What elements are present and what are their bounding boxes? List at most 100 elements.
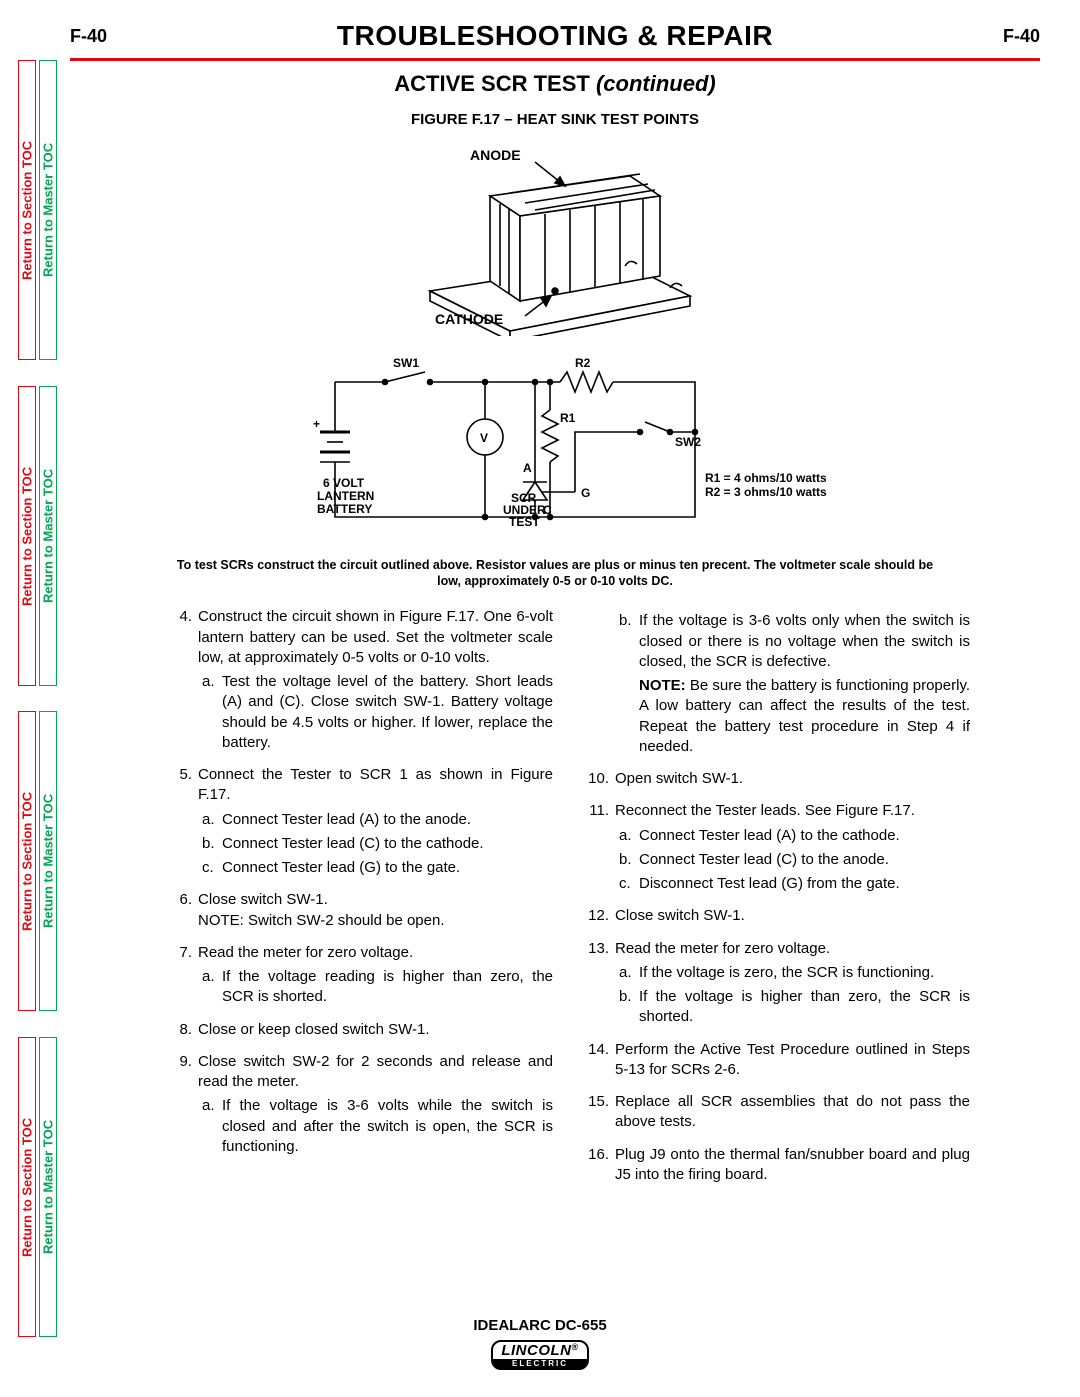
substep-letter: c. (198, 858, 222, 878)
substep-body: If the voltage is 3-6 volts while the sw… (222, 1096, 553, 1157)
step-number: 10. (587, 769, 615, 789)
page-footer: IDEALARC DC-655 LINCOLN® ELECTRIC (0, 1317, 1080, 1371)
right-column: b.If the voltage is 3-6 volts only when … (587, 607, 970, 1197)
step-number: 14. (587, 1040, 615, 1081)
brand-bottom: ELECTRIC (493, 1359, 586, 1369)
step-number: 13. (587, 939, 615, 1028)
page-number-left: F-40 (70, 26, 107, 47)
heatsink-diagram: ANODE CATHODE (70, 136, 1040, 336)
step-body: Replace all SCR assemblies that do not p… (615, 1092, 970, 1133)
procedure-step: 12.Close switch SW-1. (587, 906, 970, 926)
step-number: 8. (170, 1020, 198, 1040)
svg-text:A: A (523, 461, 532, 475)
lincoln-electric-logo: LINCOLN® ELECTRIC (491, 1340, 588, 1370)
step-body: Open switch SW-1. (615, 769, 970, 789)
page-content: F-40 TROUBLESHOOTING & REPAIR F-40 ACTIV… (0, 0, 1080, 1397)
step-body: Connect the Tester to SCR 1 as shown in … (198, 765, 553, 878)
procedure-substep: b.If the voltage is 3-6 volts only when … (615, 611, 970, 672)
step-number: 7. (170, 943, 198, 1008)
procedure-step: 8.Close or keep closed switch SW-1. (170, 1020, 553, 1040)
svg-text:G: G (581, 486, 590, 500)
procedure-substep: b.Connect Tester lead (C) to the cathode… (198, 834, 553, 854)
procedure-substep: a.Connect Tester lead (A) to the cathode… (615, 826, 970, 846)
substep-body: Connect Tester lead (C) to the cathode. (222, 834, 553, 854)
substep-letter: b. (615, 850, 639, 870)
substep-letter: c. (615, 874, 639, 894)
substep-letter: a. (198, 967, 222, 1008)
title-divider (70, 58, 1040, 61)
step-body: Close switch SW-1.NOTE: Switch SW-2 shou… (198, 890, 553, 931)
step-body: Close switch SW-1. (615, 906, 970, 926)
procedure-step: 16.Plug J9 onto the thermal fan/snubber … (587, 1145, 970, 1186)
substep-body: Connect Tester lead (A) to the cathode. (639, 826, 970, 846)
procedure-step: 6.Close switch SW-1.NOTE: Switch SW-2 sh… (170, 890, 553, 931)
step-body: Close or keep closed switch SW-1. (198, 1020, 553, 1040)
svg-text:SCRUNDERTEST: SCRUNDERTEST (503, 491, 546, 529)
svg-text:R1 = 4 ohms/10 watts: R1 = 4 ohms/10 watts (705, 471, 827, 485)
substep-letter: b. (615, 987, 639, 1028)
anode-label: ANODE (470, 147, 521, 163)
instruction-columns: 4.Construct the circuit shown in Figure … (70, 607, 1040, 1197)
procedure-step: 15.Replace all SCR assemblies that do no… (587, 1092, 970, 1133)
left-column: 4.Construct the circuit shown in Figure … (170, 607, 553, 1197)
step-body: Read the meter for zero voltage.a.If the… (198, 943, 553, 1008)
step-number: 6. (170, 890, 198, 931)
header-row: F-40 TROUBLESHOOTING & REPAIR F-40 (70, 20, 1040, 52)
svg-text:V: V (480, 431, 488, 445)
svg-text:SW2: SW2 (675, 435, 701, 449)
note-text: NOTE: Be sure the battery is functioning… (639, 676, 970, 757)
step-body: Close switch SW-2 for 2 seconds and rele… (198, 1052, 553, 1157)
procedure-step: 5.Connect the Tester to SCR 1 as shown i… (170, 765, 553, 878)
substep-body: If the voltage reading is higher than ze… (222, 967, 553, 1008)
procedure-step: 9.Close switch SW-2 for 2 seconds and re… (170, 1052, 553, 1157)
svg-text:R1: R1 (560, 411, 576, 425)
procedure-step: 11.Reconnect the Tester leads. See Figur… (587, 801, 970, 894)
procedure-substep: b.Connect Tester lead (C) to the anode. (615, 850, 970, 870)
svg-text:R2 = 3 ohms/10 watts: R2 = 3 ohms/10 watts (705, 485, 827, 499)
substep-body: If the voltage is higher than zero, the … (639, 987, 970, 1028)
procedure-step: 13.Read the meter for zero voltage.a.If … (587, 939, 970, 1028)
procedure-substep: a.Connect Tester lead (A) to the anode. (198, 810, 553, 830)
procedure-substep: c.Disconnect Test lead (G) from the gate… (615, 874, 970, 894)
step-number: 5. (170, 765, 198, 878)
step-body: Reconnect the Tester leads. See Figure F… (615, 801, 970, 894)
step-body: b.If the voltage is 3-6 volts only when … (615, 607, 970, 757)
page-subtitle: ACTIVE SCR TEST (continued) (70, 71, 1040, 97)
substep-body: Connect Tester lead (C) to the anode. (639, 850, 970, 870)
substep-body: Disconnect Test lead (G) from the gate. (639, 874, 970, 894)
brand-top: LINCOLN (501, 1342, 571, 1359)
procedure-step: 10.Open switch SW-1. (587, 769, 970, 789)
procedure-substep: a.If the voltage reading is higher than … (198, 967, 553, 1008)
step-body: Construct the circuit shown in Figure F.… (198, 607, 553, 753)
section-title: TROUBLESHOOTING & REPAIR (337, 20, 773, 52)
procedure-substep: a.If the voltage is zero, the SCR is fun… (615, 963, 970, 983)
step-body: Perform the Active Test Procedure outlin… (615, 1040, 970, 1081)
substep-letter: a. (198, 672, 222, 753)
step-number: 4. (170, 607, 198, 753)
substep-body: Connect Tester lead (A) to the anode. (222, 810, 553, 830)
cathode-label: CATHODE (435, 311, 503, 327)
substep-body: Connect Tester lead (G) to the gate. (222, 858, 553, 878)
svg-text:+: + (313, 417, 320, 431)
substep-letter: a. (615, 963, 639, 983)
substep-letter: a. (615, 826, 639, 846)
substep-letter: b. (198, 834, 222, 854)
svg-text:SW1: SW1 (393, 356, 419, 370)
step-number: 16. (587, 1145, 615, 1186)
procedure-step: 7.Read the meter for zero voltage.a.If t… (170, 943, 553, 1008)
subtitle-continued: (continued) (596, 71, 716, 96)
svg-text:R2: R2 (575, 356, 591, 370)
procedure-step: 4.Construct the circuit shown in Figure … (170, 607, 553, 753)
substep-body: Test the voltage level of the battery. S… (222, 672, 553, 753)
step-number: 9. (170, 1052, 198, 1157)
procedure-substep: c.Connect Tester lead (G) to the gate. (198, 858, 553, 878)
svg-text:6 VOLTLANTERNBATTERY: 6 VOLTLANTERNBATTERY (317, 476, 374, 516)
procedure-substep: a.Test the voltage level of the battery.… (198, 672, 553, 753)
circuit-diagram: SW1 R2 R1 V A G C + SW2 6 VOLTLANTERNBAT… (70, 342, 1040, 552)
step-number: 12. (587, 906, 615, 926)
procedure-step: b.If the voltage is 3-6 volts only when … (587, 607, 970, 757)
procedure-substep: a.If the voltage is 3-6 volts while the … (198, 1096, 553, 1157)
procedure-step: 14.Perform the Active Test Procedure out… (587, 1040, 970, 1081)
substep-letter: a. (198, 1096, 222, 1157)
figure-title: FIGURE F.17 – HEAT SINK TEST POINTS (70, 111, 1040, 128)
